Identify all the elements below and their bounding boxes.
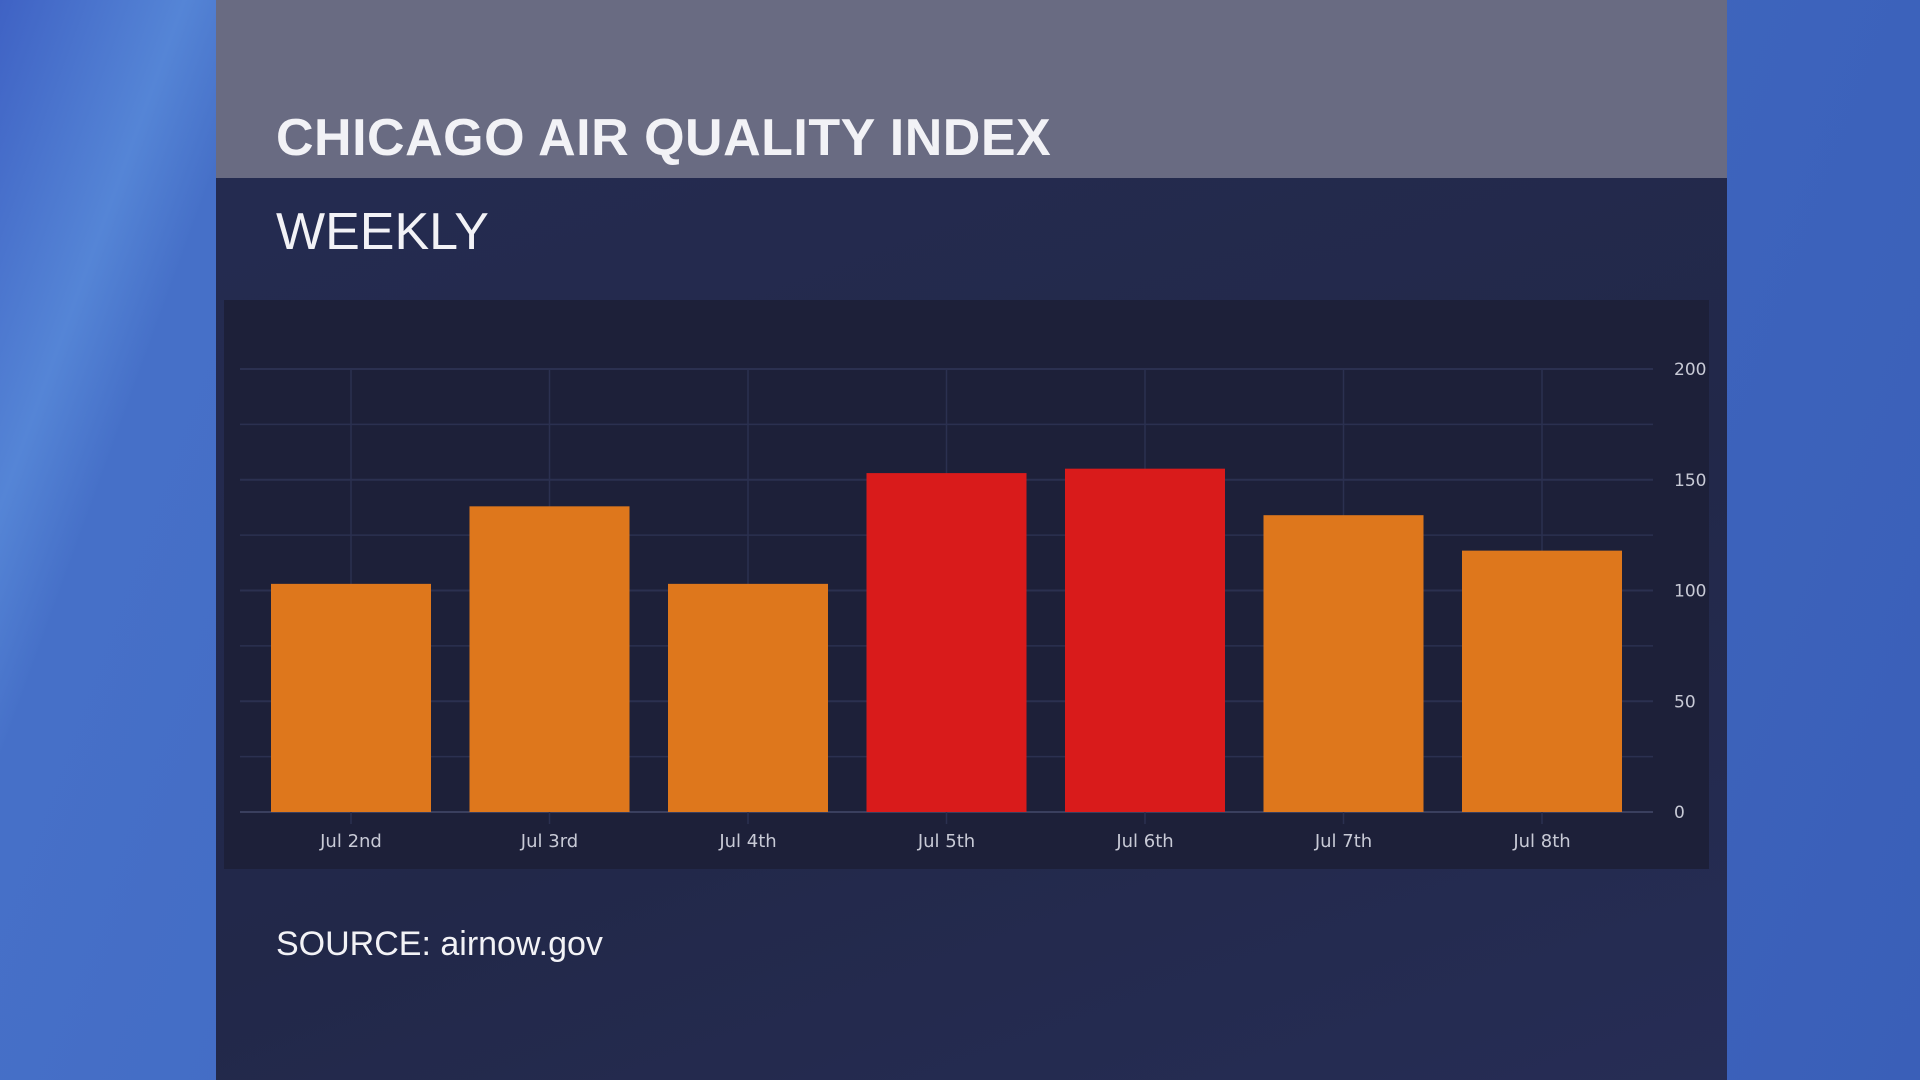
y-tick-label: 200 <box>1674 360 1706 380</box>
header-bar: CHICAGO AIR QUALITY INDEX <box>216 0 1727 178</box>
bar-jul-8th <box>1462 550 1622 812</box>
chart-title: CHICAGO AIR QUALITY INDEX <box>276 109 1052 167</box>
bar-jul-5th <box>866 473 1027 812</box>
y-tick-label: 50 <box>1674 692 1696 712</box>
y-tick-label: 100 <box>1674 582 1706 602</box>
bar-jul-2nd <box>271 583 431 812</box>
x-tick-label: Jul 3rd <box>520 831 578 852</box>
x-tick-label: Jul 8th <box>1512 831 1570 852</box>
bar-jul-6th <box>1065 468 1225 812</box>
x-tick-label: Jul 4th <box>718 831 776 852</box>
y-tick-label: 0 <box>1674 803 1685 823</box>
bar-jul-4th <box>668 583 828 812</box>
bar-jul-3rd <box>469 506 630 812</box>
x-tick-label: Jul 6th <box>1115 831 1173 852</box>
chart-subtitle: WEEKLY <box>276 203 489 261</box>
bar-jul-7th <box>1263 515 1424 812</box>
x-tick-label: Jul 5th <box>917 831 975 852</box>
y-tick-label: 150 <box>1674 471 1706 491</box>
x-tick-label: Jul 7th <box>1314 831 1372 852</box>
source-text: SOURCE: airnow.gov <box>276 925 603 963</box>
x-tick-label: Jul 2nd <box>319 831 382 852</box>
